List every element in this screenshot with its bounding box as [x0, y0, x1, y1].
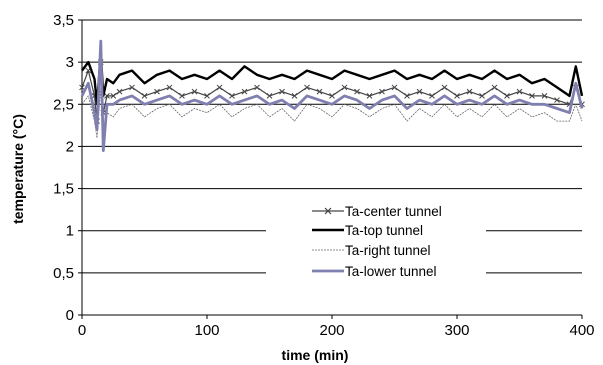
- series-point-0-24: [316, 88, 323, 95]
- series-point-0-17: [229, 93, 235, 99]
- tick-labels: 0 0,5 1 1,5 2 2,5 3 3,5 0 100 200 300 400: [53, 12, 594, 339]
- series-point-0-26: [341, 84, 348, 91]
- legend-label-1: Ta-top tunnel: [345, 223, 423, 238]
- series-point-0-18: [241, 88, 248, 95]
- y-tick-label-4: 2: [66, 138, 74, 155]
- series-point-0-13: [179, 93, 185, 99]
- series-point-0-32: [416, 88, 423, 95]
- x-tick-label-3: 300: [444, 322, 469, 339]
- series-point-0-43: [554, 97, 560, 103]
- y-axis-title: temperature (°C): [10, 114, 26, 224]
- series-point-0-30: [391, 84, 398, 91]
- series-point-0-11: [154, 88, 160, 95]
- y-tick-label-2: 1: [66, 223, 74, 240]
- series-point-0-19: [254, 84, 260, 91]
- series-point-0-33: [429, 93, 435, 99]
- legend-marker-0: [324, 207, 332, 215]
- series-point-0-41: [529, 93, 535, 99]
- series-point-0-40: [516, 88, 523, 95]
- series-point-0-42: [541, 93, 548, 99]
- series-point-0-10: [141, 93, 148, 99]
- series-line-3: [80, 39, 584, 153]
- series-point-0-22: [291, 93, 298, 99]
- series-point-0-21: [279, 88, 285, 95]
- series-point-0-15: [204, 93, 210, 99]
- legend: Ta-center tunnel Ta-top tunnel Ta-right tu…: [266, 198, 486, 288]
- y-tick-label-1: 0,5: [53, 265, 74, 282]
- series-point-0-25: [329, 93, 335, 99]
- y-tick-label-5: 2,5: [53, 96, 74, 113]
- y-tick-label-6: 3: [66, 54, 74, 71]
- legend-label-0: Ta-center tunnel: [345, 204, 442, 219]
- series-point-0-37: [479, 93, 485, 99]
- series-point-0-14: [191, 88, 198, 95]
- series-point-0-7: [110, 93, 117, 99]
- series-point-0-36: [466, 88, 473, 95]
- x-tick-label-2: 200: [319, 322, 344, 339]
- series-point-0-29: [379, 88, 385, 95]
- y-tick-label-3: 1,5: [53, 181, 74, 198]
- series-point-0-28: [366, 93, 373, 99]
- x-axis-title: time (min): [282, 347, 349, 363]
- x-tick-label-1: 100: [194, 322, 219, 339]
- series-point-0-20: [266, 93, 273, 99]
- series-point-0-8: [116, 88, 123, 95]
- series-point-0-12: [166, 84, 173, 91]
- series-line-1: [81, 52, 584, 106]
- series-point-0-39: [504, 93, 510, 99]
- series-point-0-35: [454, 93, 460, 99]
- series-group: [79, 39, 585, 153]
- series-point-0-6: [104, 93, 110, 99]
- series-point-0-16: [216, 84, 223, 91]
- series-line-2: [81, 87, 583, 147]
- legend-label-2: Ta-right tunnel: [345, 243, 431, 258]
- series-point-0-9: [129, 84, 135, 91]
- series-point-0-34: [441, 84, 448, 91]
- legend-background: [266, 198, 486, 288]
- x-tick-label-0: 0: [78, 322, 86, 339]
- x-tick-label-4: 400: [569, 322, 594, 339]
- y-tick-label-0: 0: [66, 307, 74, 324]
- series-point-0-23: [304, 84, 310, 91]
- legend-label-3: Ta-lower tunnel: [345, 264, 437, 279]
- series-point-0-27: [354, 88, 360, 95]
- series-point-0-38: [491, 84, 498, 91]
- y-tick-label-7: 3,5: [53, 12, 74, 29]
- series-point-0-0: [79, 84, 85, 91]
- series-point-0-31: [404, 93, 410, 99]
